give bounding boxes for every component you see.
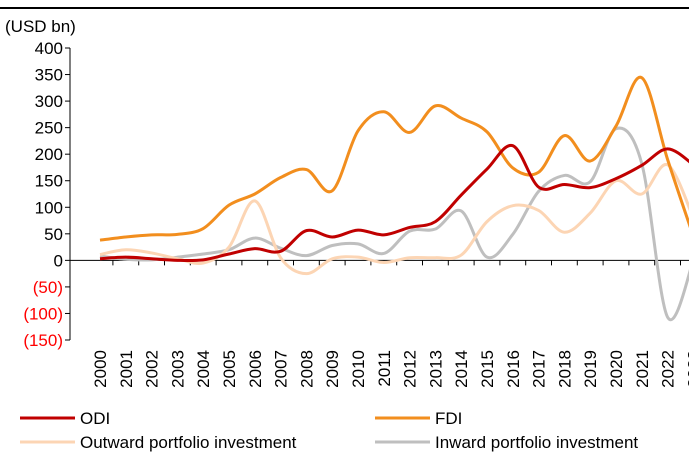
x-tick-label: 2005 [220,350,239,388]
x-tick-label: 2018 [555,350,574,388]
legend-label: Inward portfolio investment [435,433,638,452]
x-tick-label: 2016 [504,350,523,388]
x-tick-label: 2023 [684,350,689,388]
x-tick-label: 2020 [607,350,626,388]
x-tick-label: 2013 [426,350,445,388]
y-tick-label: 0 [54,251,63,270]
x-tick-label: 2009 [323,350,342,388]
x-tick-label: 2017 [530,350,549,388]
y-tick-label: 50 [44,225,63,244]
x-tick-label: 2008 [297,350,316,388]
y-tick-label: (50) [33,278,63,297]
legend-label: Outward portfolio investment [80,433,297,452]
y-tick-label: (150) [23,331,63,350]
x-tick-label: 2006 [246,350,265,388]
x-tick-label: 2011 [375,350,394,387]
series-line [99,143,689,263]
legend-label: FDI [435,409,462,428]
y-tick-label: 150 [35,172,63,191]
series-line [99,75,689,242]
y-tick-label: 100 [35,198,63,217]
x-tick-label: 2003 [168,350,187,388]
x-tick-label: 2007 [272,350,291,388]
x-tick-label: 2015 [478,350,497,388]
x-tick-label: 2019 [581,350,600,388]
x-tick-label: 2002 [143,350,162,388]
x-tick-label: 2001 [117,350,136,388]
y-axis-label: (USD bn) [5,17,76,36]
y-tick-label: (100) [23,304,63,323]
y-tick-label: 200 [35,145,63,164]
x-tick-label: 2021 [633,350,652,388]
y-tick-label: 250 [35,119,63,138]
x-tick-label: 2012 [401,350,420,388]
series-line [99,126,689,322]
x-tick-label: 2022 [659,350,678,388]
x-tick-label: 2014 [452,350,471,388]
y-tick-label: 350 [35,66,63,85]
series-line [99,163,689,276]
y-tick-label: 300 [35,92,63,111]
legend-label: ODI [80,409,110,428]
x-tick-label: 2004 [194,350,213,388]
x-tick-label: 2010 [349,350,368,388]
y-tick-label: 400 [35,39,63,58]
x-tick-label: 2000 [91,350,110,388]
